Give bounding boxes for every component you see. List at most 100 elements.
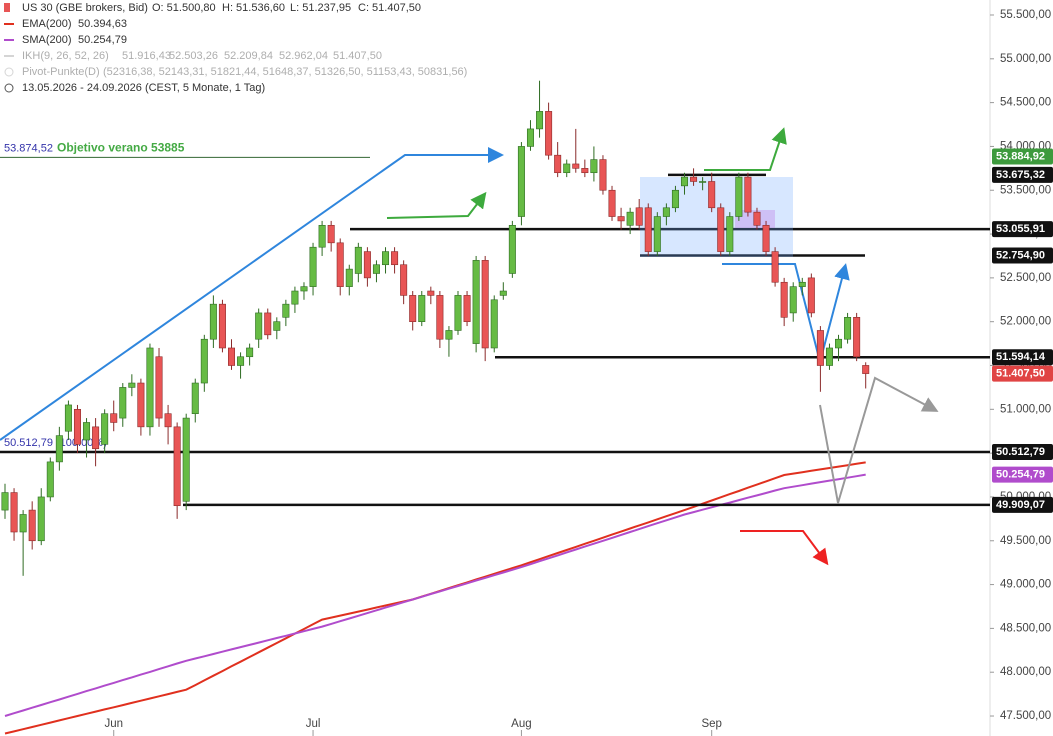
trend-arrow — [722, 263, 850, 366]
trend-arrow — [0, 147, 504, 441]
y-tick-label: 51.000,00 — [1000, 403, 1051, 415]
pivot-name: Pivot-Punkte(D) — [22, 66, 100, 78]
price-tag-label: 53.055,91 — [996, 223, 1045, 235]
candle-body — [590, 159, 598, 174]
price-tag — [992, 148, 1053, 165]
candle-body — [481, 260, 489, 349]
candle-body — [626, 211, 634, 226]
candle-body — [237, 356, 245, 366]
candle-body — [64, 404, 72, 432]
candle-body — [155, 356, 163, 419]
candle-body — [137, 382, 145, 428]
candle-body — [726, 216, 734, 252]
candle-body — [680, 176, 688, 187]
candle-body — [762, 224, 770, 252]
candle-body — [119, 387, 127, 419]
x-tick-label: Sep — [701, 718, 721, 730]
candle-body — [409, 295, 417, 322]
candle-body — [200, 338, 208, 384]
candle-body — [427, 290, 435, 296]
price-tag — [992, 365, 1053, 382]
candle-body — [327, 224, 335, 244]
y-tick-label: 49.500,00 — [1000, 535, 1051, 547]
candle-body — [282, 303, 290, 318]
candle-body — [844, 317, 852, 340]
y-tick-label: 48.500,00 — [1000, 622, 1051, 634]
candle-body — [273, 321, 281, 331]
candle-body — [291, 290, 299, 305]
candle-body — [391, 251, 399, 266]
candle-body — [264, 312, 272, 336]
clock-icon — [4, 83, 14, 93]
candle-body — [699, 181, 707, 183]
candle-body — [545, 111, 553, 156]
x-tick-label: Jul — [306, 718, 321, 730]
candle-body — [1, 492, 9, 511]
candle-body — [853, 317, 861, 358]
annotation-text: Objetivo verano 53885 — [57, 141, 185, 155]
candle-body — [173, 426, 181, 507]
candle-body — [209, 303, 217, 340]
price-tag-label: 51.594,14 — [996, 351, 1046, 363]
price-tag-label: 49.909,07 — [996, 499, 1045, 511]
candle-body — [599, 159, 607, 191]
candle-body — [463, 295, 471, 322]
candle-body — [400, 264, 408, 296]
candle-body — [37, 496, 45, 542]
annotation-price: 53.874,52 — [4, 142, 53, 154]
instrument: US 30 (GBE brokers, Bid) — [22, 2, 148, 14]
price-tag — [992, 466, 1053, 483]
candle-body — [191, 382, 199, 414]
legend-icon — [4, 67, 14, 77]
candle-body — [146, 347, 154, 428]
candle-body — [28, 509, 36, 542]
candle-body — [436, 295, 444, 340]
legend-icon — [4, 3, 10, 12]
price-tag-label: 52.754,90 — [996, 249, 1045, 261]
candle-body — [345, 268, 353, 287]
candle-body — [807, 277, 815, 314]
candle-body — [472, 260, 480, 344]
y-tick-label: 55.000,00 — [1000, 53, 1051, 65]
candle-body — [517, 146, 525, 217]
candle-body — [110, 413, 118, 423]
candle-body — [816, 330, 824, 366]
ohlc-open: O: 51.500,80 — [152, 2, 216, 14]
candle-body — [653, 216, 661, 252]
y-tick-label: 49.000,00 — [1000, 579, 1051, 591]
candle-body — [671, 189, 679, 209]
candle-body — [825, 347, 833, 366]
candle-body — [55, 435, 63, 463]
candle-body — [73, 409, 81, 445]
candle-body — [526, 128, 534, 147]
candle-body — [83, 422, 91, 441]
candle-body — [617, 216, 625, 222]
y-tick-label: 53.500,00 — [1000, 184, 1051, 196]
y-tick-label: 52.500,00 — [1000, 272, 1051, 284]
candle-body — [789, 286, 797, 314]
ikh-value: 51.407,50 — [333, 50, 382, 62]
candle-body — [744, 176, 752, 213]
candle-body — [644, 207, 652, 252]
candle-body — [798, 281, 806, 287]
ikh-name: IKH(9, 26, 52, 26) — [22, 50, 109, 62]
x-tick-label: Jun — [104, 718, 123, 730]
candle-body — [490, 299, 498, 349]
candle-body — [608, 189, 616, 217]
candle-body — [835, 338, 843, 349]
ohlc-low: L: 51.237,95 — [290, 2, 351, 14]
price-tag-label: 50.254,79 — [996, 469, 1045, 481]
price-tag — [992, 166, 1053, 183]
legend-name: EMA(200) — [22, 18, 72, 30]
price-tag-label: 53.675,32 — [996, 169, 1045, 181]
scenario-arrow — [819, 376, 939, 504]
candle-body — [563, 163, 571, 174]
y-tick-label: 52.000,00 — [1000, 316, 1051, 328]
candle-body — [10, 492, 18, 533]
candle-body — [554, 154, 562, 174]
candle-body — [182, 417, 190, 502]
legend-value: 50.254,79 — [78, 34, 127, 46]
candle-body — [581, 168, 589, 174]
ohlc-high: H: 51.536,60 — [222, 2, 285, 14]
